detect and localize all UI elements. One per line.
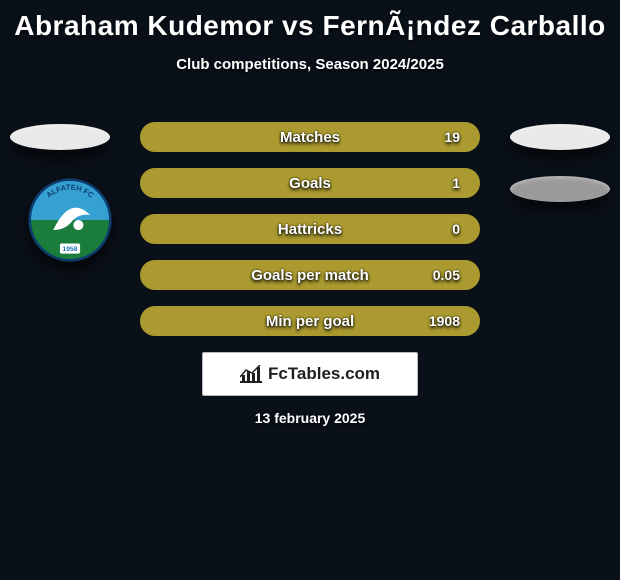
stat-row: Goals 1 <box>140 168 480 198</box>
stat-value: 1 <box>452 175 460 191</box>
stat-label: Matches <box>160 129 460 146</box>
shield-icon: ALFATEH FC 1958 <box>28 178 112 262</box>
stat-label: Goals <box>160 175 460 192</box>
stats-list: Matches 19 Goals 1 Hattricks 0 Goals per… <box>140 122 480 352</box>
player-photo-right-placeholder <box>510 124 610 150</box>
page-title: Abraham Kudemor vs FernÃ¡ndez Carballo <box>0 0 620 42</box>
stat-row: Min per goal 1908 <box>140 306 480 336</box>
stat-value: 1908 <box>429 313 460 329</box>
stat-label: Min per goal <box>160 313 460 330</box>
stat-row: Hattricks 0 <box>140 214 480 244</box>
snapshot-date: 13 february 2025 <box>0 410 620 426</box>
stat-row: Goals per match 0.05 <box>140 260 480 290</box>
stat-value: 0 <box>452 221 460 237</box>
stat-label: Goals per match <box>160 267 460 284</box>
club-logo-right-placeholder <box>510 176 610 202</box>
comparison-card: Abraham Kudemor vs FernÃ¡ndez Carballo C… <box>0 0 620 580</box>
club-crest-left: ALFATEH FC 1958 <box>28 178 112 262</box>
bar-chart-icon <box>240 365 262 383</box>
player-photo-left-placeholder <box>10 124 110 150</box>
source-badge[interactable]: FcTables.com <box>202 352 418 396</box>
page-subtitle: Club competitions, Season 2024/2025 <box>0 56 620 73</box>
source-badge-text: FcTables.com <box>268 364 380 384</box>
crest-year: 1958 <box>63 246 78 253</box>
stat-value: 19 <box>444 129 460 145</box>
stat-label: Hattricks <box>160 221 460 238</box>
stat-row: Matches 19 <box>140 122 480 152</box>
stat-value: 0.05 <box>433 267 460 283</box>
